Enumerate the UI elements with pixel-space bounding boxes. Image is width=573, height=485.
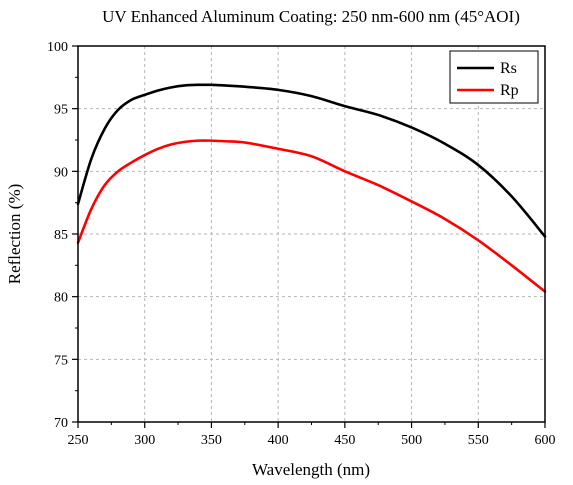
x-tick-label-350: 350 [201,433,222,448]
legend: Rs Rp [449,50,539,104]
series-line-rp [76,139,547,293]
y-tick-label-75: 75 [54,353,68,368]
legend-label-rp: Rp [500,82,519,99]
y-tick-label-85: 85 [54,228,68,243]
chart-title: UV Enhanced Aluminum Coating: 250 nm-600… [102,7,520,26]
y-axis-label: Reflection (%) [5,184,24,285]
x-tick-label-300: 300 [134,433,155,448]
x-tick-label-500: 500 [401,433,422,448]
x-tick-label-600: 600 [535,433,556,448]
legend-label-rs: Rs [500,60,517,77]
tick-labels: 250 300 350 400 450 500 550 600 70 75 80 85 90 95 100 [47,40,556,448]
y-tick-label-80: 80 [54,291,68,306]
y-tick-label-90: 90 [54,165,68,180]
x-tick-label-250: 250 [68,433,89,448]
x-tick-label-400: 400 [268,433,289,448]
grid-lines [78,46,545,422]
legend-box [449,50,539,104]
plot-frame [77,45,546,423]
series-layer [76,83,547,293]
y-tick-label-95: 95 [54,103,68,118]
x-tick-label-550: 550 [468,433,489,448]
x-axis-label: Wavelength (nm) [252,460,370,479]
y-tick-label-70: 70 [54,416,68,431]
series-line-rs [76,83,547,238]
x-tick-label-450: 450 [334,433,355,448]
y-tick-label-100: 100 [47,40,68,55]
